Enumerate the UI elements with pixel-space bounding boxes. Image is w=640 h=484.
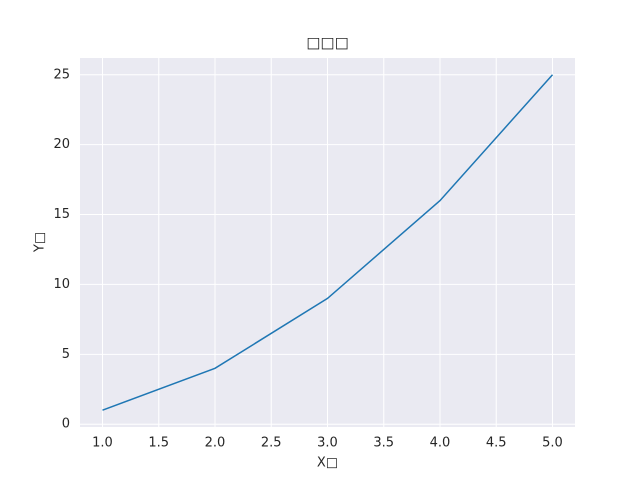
chart-title: □□□ bbox=[306, 34, 349, 52]
y-tick-label: 0 bbox=[62, 417, 70, 432]
x-tick-label: 1.0 bbox=[92, 436, 113, 451]
y-tick-label: 20 bbox=[53, 137, 70, 152]
x-tick-label: 5.0 bbox=[542, 436, 563, 451]
x-tick-label: 1.5 bbox=[148, 436, 169, 451]
x-tick-label: 2.5 bbox=[261, 436, 282, 451]
y-tick-label: 25 bbox=[53, 67, 70, 82]
y-tick-label: 10 bbox=[53, 277, 70, 292]
y-tick-label: 5 bbox=[62, 347, 70, 362]
y-axis-label: Y□ bbox=[33, 232, 48, 253]
data-line bbox=[102, 74, 554, 411]
y-tick-label: 15 bbox=[53, 207, 70, 222]
x-tick-label: 2.0 bbox=[205, 436, 226, 451]
x-axis-label: X□ bbox=[317, 456, 338, 471]
x-tick-label: 3.0 bbox=[317, 436, 338, 451]
x-tick-label: 4.5 bbox=[486, 436, 507, 451]
x-tick-label: 3.5 bbox=[373, 436, 394, 451]
x-tick-label: 4.0 bbox=[430, 436, 451, 451]
